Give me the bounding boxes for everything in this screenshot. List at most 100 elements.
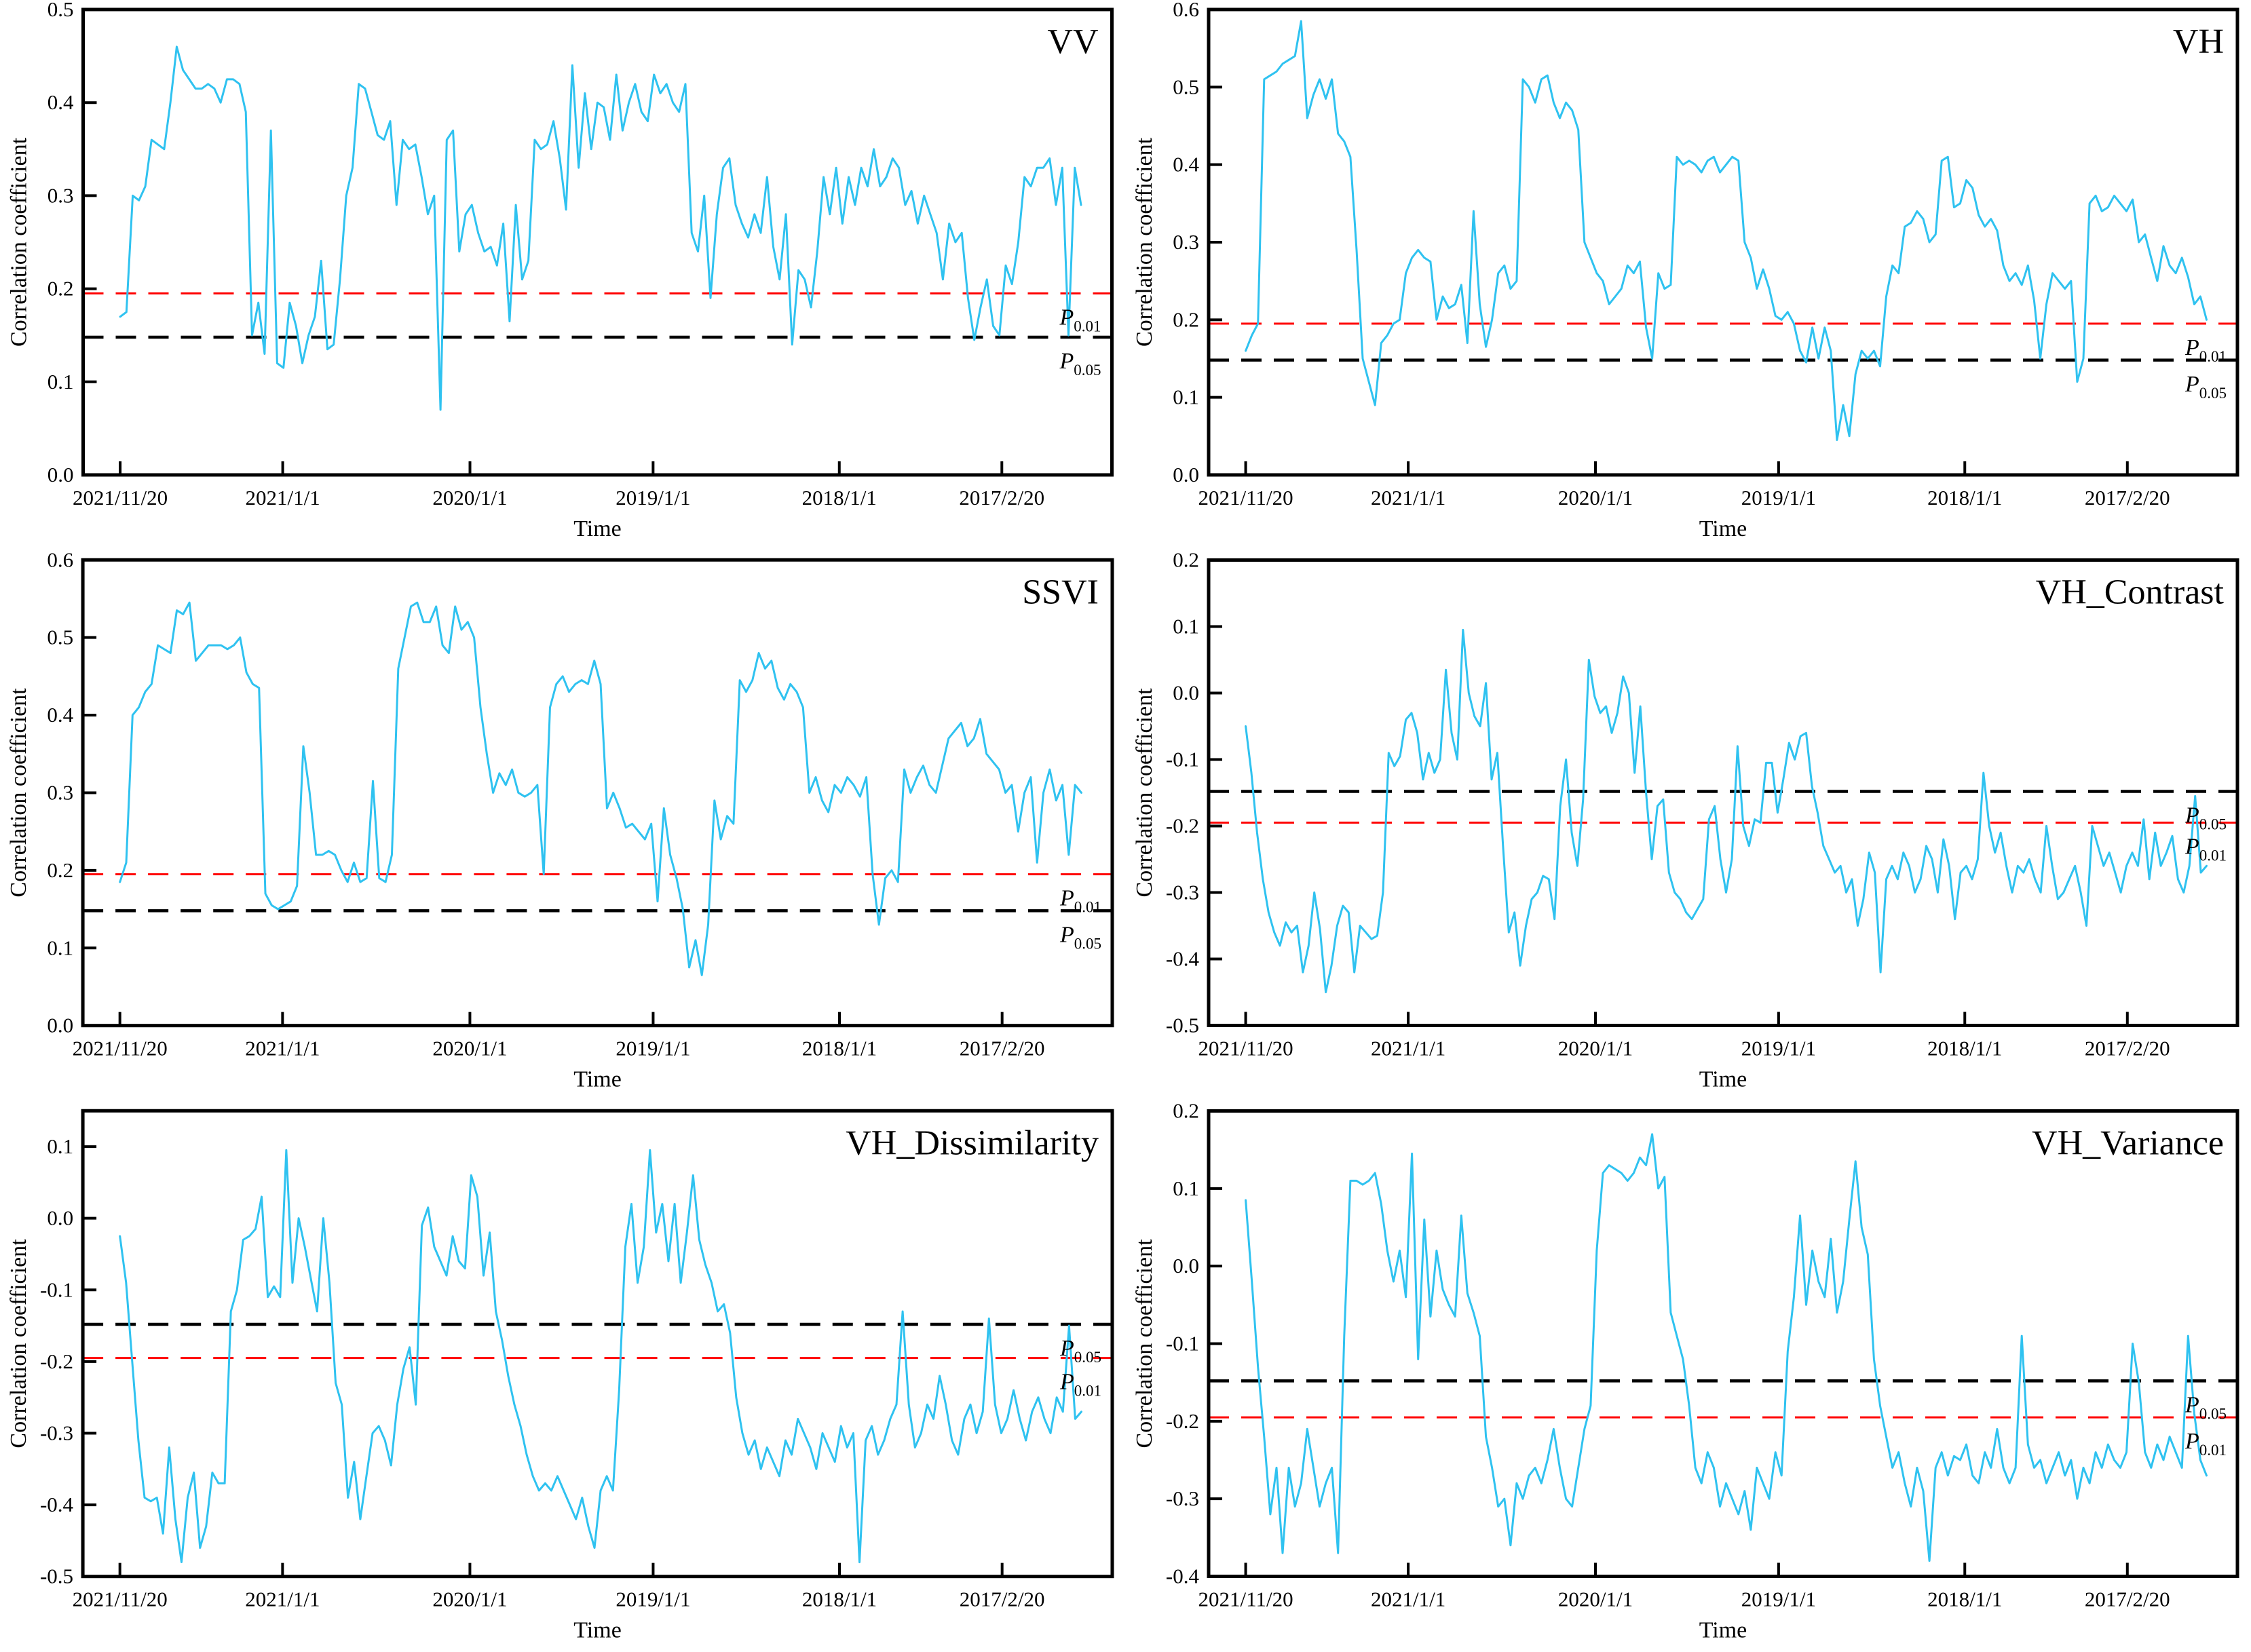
axes-box: [1207, 7, 2239, 477]
x-tick-label: 2021/11/20: [73, 1037, 168, 1060]
y-axis-title: Correlation coefficient: [1132, 1239, 1157, 1448]
y-tick-label: -0.4: [1166, 1564, 1200, 1588]
y-tick-label: -0.3: [40, 1421, 73, 1444]
y-tick-label: 0.6: [47, 550, 73, 571]
y-tick-label: -0.4: [40, 1493, 74, 1516]
y-tick-label: -0.1: [1166, 1332, 1199, 1356]
p005-label: P0.05: [2184, 803, 2227, 833]
y-axis-title: Correlation coefficient: [6, 1239, 31, 1448]
chart-panel-vh-variance: 0.2 0.1 0.0 -0.1 -0.2 -0.3 -0.4 2021/11/20 2021/…: [1126, 1101, 2251, 1652]
chart-title: VH_Variance: [2032, 1124, 2224, 1163]
y-axis-title: Correlation coefficient: [1132, 137, 1157, 347]
x-tick-label: 2020/1/1: [1558, 1588, 1633, 1611]
chart-title: VH_Contrast: [2036, 573, 2225, 612]
x-tick-label: 2021/11/20: [73, 1588, 168, 1611]
x-tick-label: 2020/1/1: [432, 486, 507, 510]
y-tick-label: -0.5: [40, 1564, 73, 1588]
x-tick-label: 2018/1/1: [802, 1588, 877, 1611]
y-tick-label: 0.1: [47, 1134, 73, 1158]
axes-box: [1207, 1109, 2239, 1578]
p001-label: P0.01: [1059, 886, 1101, 916]
x-tick-label: 2018/1/1: [802, 1037, 877, 1060]
x-axis-title: Time: [573, 1067, 622, 1092]
axes-box: [81, 7, 1114, 477]
x-tick-label: 2017/2/20: [960, 1588, 1045, 1611]
y-tick-label: 0.1: [1173, 615, 1199, 638]
y-tick-label: 0.2: [47, 858, 73, 882]
y-tick-label: -0.4: [1166, 947, 1200, 971]
x-tick-label: 2018/1/1: [1927, 1588, 2002, 1611]
y-tick-label: 0.4: [47, 703, 73, 727]
x-tick-label: 2020/1/1: [432, 1037, 507, 1060]
correlation-series-line: [119, 1149, 1082, 1564]
chart-panel-vh-contrast: 0.2 0.1 0.0 -0.1 -0.2 -0.3 -0.4 -0.5 2021/11/20 2…: [1126, 550, 2251, 1101]
chart-panel-vv: 0.0 0.1 0.2 0.3 0.4 0.5 2021/11/20 2021/1/1 2020…: [0, 0, 1126, 550]
x-tick-label: 2020/1/1: [1558, 486, 1633, 510]
chart-title: VH_Dissimilarity: [846, 1123, 1099, 1162]
x-tick-label: 2017/2/20: [960, 1037, 1045, 1060]
x-tick-label: 2021/11/20: [1198, 486, 1293, 510]
p005-label: P0.05: [1059, 349, 1101, 379]
x-tick-label: 2018/1/1: [802, 486, 877, 510]
x-tick-label: 2021/11/20: [1198, 1588, 1293, 1611]
y-tick-label: 0.2: [48, 277, 74, 301]
y-tick-label: 0.0: [47, 1014, 73, 1037]
y-tick-label: 0.0: [48, 463, 74, 486]
y-tick-label: 0.1: [47, 936, 73, 959]
y-tick-label: 0.1: [1173, 1176, 1199, 1200]
correlation-series-line: [1245, 1133, 2208, 1562]
x-tick-label: 2019/1/1: [1741, 1037, 1816, 1060]
chart-svg-vh: 0.0 0.1 0.2 0.3 0.4 0.5 0.6 2021/11/20 2021/1/1 2…: [1132, 0, 2239, 541]
x-tick-label: 2019/1/1: [616, 1037, 690, 1060]
x-tick-label: 2021/1/1: [245, 1588, 320, 1611]
y-tick-label: 0.2: [1173, 550, 1199, 572]
x-tick-label: 2021/1/1: [245, 486, 320, 510]
axes-box: [81, 558, 1114, 1028]
chart-title: VH: [2173, 22, 2224, 61]
x-tick-label: 2020/1/1: [1558, 1037, 1633, 1060]
x-axis-title: Time: [573, 1618, 622, 1643]
y-tick-label: 0.0: [47, 1206, 73, 1230]
p005-label: P0.05: [2184, 372, 2227, 402]
x-tick-label: 2017/2/20: [959, 486, 1044, 510]
x-axis-title: Time: [573, 516, 622, 541]
y-tick-label: 0.4: [1173, 153, 1199, 176]
x-tick-label: 2021/11/20: [1198, 1037, 1293, 1060]
p005-label: P0.05: [1059, 1336, 1101, 1366]
x-tick-label: 2018/1/1: [1927, 1037, 2002, 1060]
y-tick-label: -0.5: [1166, 1014, 1199, 1037]
y-axis-title: Correlation coefficient: [7, 137, 32, 347]
y-tick-label: -0.1: [1166, 748, 1199, 771]
x-axis-title: Time: [1699, 1067, 1747, 1092]
y-tick-label: -0.2: [1166, 1409, 1199, 1433]
y-tick-label: -0.2: [40, 1349, 73, 1373]
p005-label: P0.05: [1059, 922, 1101, 952]
x-tick-label: 2018/1/1: [1927, 486, 2002, 510]
y-tick-label: 0.5: [48, 0, 74, 21]
p001-label: P0.01: [1059, 305, 1101, 334]
x-tick-label: 2017/2/20: [2085, 1588, 2170, 1611]
x-tick-label: 2021/11/20: [73, 486, 168, 510]
correlation-series-line: [119, 45, 1082, 411]
x-tick-label: 2021/1/1: [1371, 486, 1445, 510]
x-tick-label: 2019/1/1: [616, 486, 690, 510]
y-tick-label: 0.5: [1173, 75, 1199, 98]
correlation-series-line: [1245, 628, 2208, 993]
axes-box: [81, 1109, 1114, 1579]
chart-title: VV: [1047, 22, 1098, 61]
y-tick-label: 0.6: [1173, 0, 1199, 21]
axes-box: [1207, 558, 2239, 1027]
y-tick-label: 0.2: [1173, 1101, 1199, 1123]
y-tick-label: 0.1: [48, 370, 74, 393]
x-tick-label: 2017/2/20: [2085, 486, 2170, 510]
y-tick-label: -0.3: [1166, 1486, 1199, 1510]
y-tick-label: 0.3: [48, 183, 74, 207]
correlation-series-line: [119, 601, 1082, 976]
x-axis-title: Time: [1699, 1618, 1747, 1643]
chart-svg-ssvi: 0.0 0.1 0.2 0.3 0.4 0.5 0.6 2021/11/20 2021/1/1 2…: [6, 550, 1114, 1092]
